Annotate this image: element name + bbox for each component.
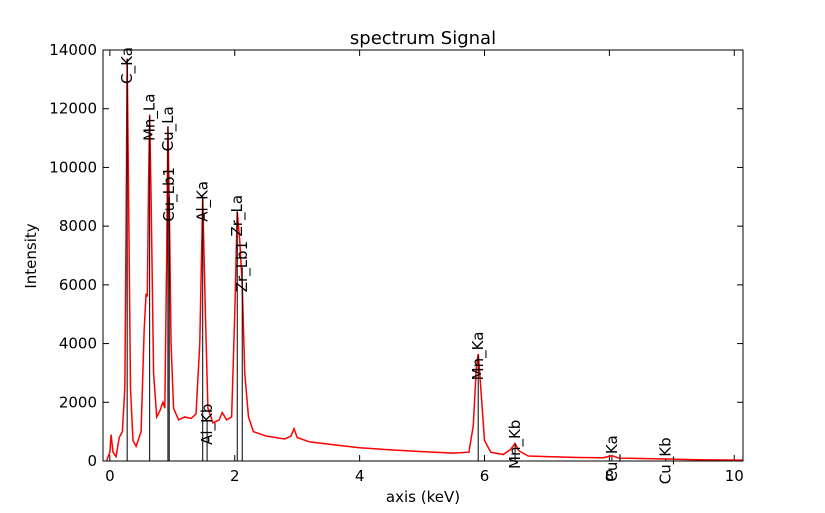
- marker-label: Mn_La: [141, 94, 160, 142]
- marker-label: Mn_Ka: [469, 332, 488, 381]
- y-tick-label: 4000: [59, 335, 97, 353]
- marker-label: Cu_Lb1: [160, 167, 179, 222]
- marker-label: Cu_Ka: [603, 435, 622, 481]
- x-axis-label: axis (keV): [386, 488, 460, 506]
- chart-title: spectrum Signal: [350, 28, 496, 49]
- plot-frame: [102, 49, 744, 462]
- marker-label: Cu_La: [159, 106, 178, 151]
- x-tick-label: 8: [605, 467, 615, 485]
- y-tick-label: 8000: [59, 217, 97, 235]
- x-tick-label: 4: [355, 467, 365, 485]
- marker-label: Mn_Kb: [506, 420, 525, 469]
- y-tick-label: 6000: [59, 276, 97, 294]
- y-tick-label: 0: [87, 452, 97, 470]
- marker-label: Zr_Lb1: [233, 241, 252, 292]
- marker-label: Al_Ka: [194, 181, 213, 222]
- spectrum-line: [106, 58, 744, 461]
- y-tick-label: 14000: [49, 41, 97, 59]
- marker-label: C_Ka: [118, 47, 137, 84]
- x-tick-label: 0: [105, 467, 115, 485]
- x-tick-label: 2: [230, 467, 240, 485]
- y-axis-label: Intensity: [22, 223, 40, 288]
- marker-label: Al_Kb: [198, 404, 217, 445]
- x-tick-label: 10: [725, 467, 744, 485]
- y-tick-label: 10000: [49, 158, 97, 176]
- y-tick-label: 2000: [59, 393, 97, 411]
- x-tick-label: 6: [480, 467, 490, 485]
- y-tick-label: 12000: [49, 100, 97, 118]
- marker-label: Zr_La: [228, 195, 247, 237]
